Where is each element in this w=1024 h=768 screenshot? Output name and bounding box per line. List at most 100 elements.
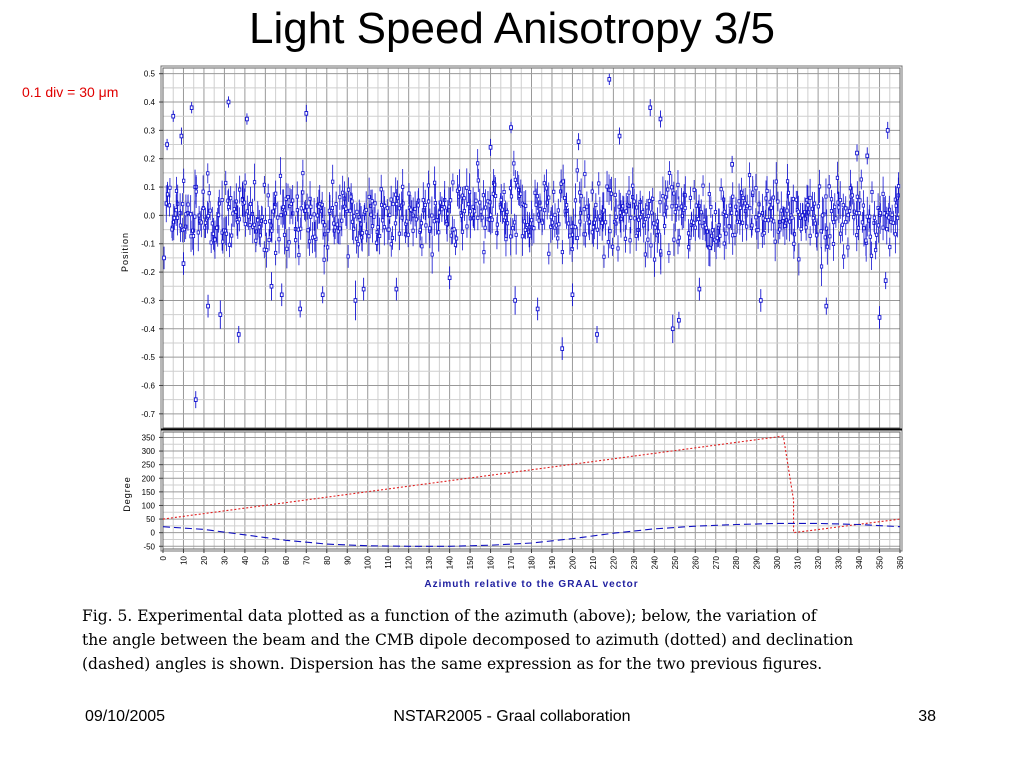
data-point	[420, 244, 424, 249]
data-point	[754, 215, 758, 220]
data-point	[760, 211, 765, 216]
data-point	[209, 240, 213, 245]
data-point	[824, 194, 828, 199]
data-point	[559, 189, 563, 194]
top-ytick-label: -0.4	[141, 325, 155, 334]
bottom-ytick-label: -50	[143, 542, 155, 551]
top-ylabel: Position	[120, 232, 130, 272]
data-point	[281, 205, 285, 210]
data-point	[658, 116, 663, 122]
data-point	[460, 229, 465, 234]
data-point	[493, 193, 498, 198]
bottom-ytick-label: 100	[142, 501, 156, 510]
bottom-ytick-label: 200	[142, 474, 156, 483]
data-point	[733, 232, 737, 237]
data-point	[238, 187, 242, 192]
data-point	[529, 218, 534, 223]
data-point	[369, 212, 373, 217]
data-point	[575, 236, 579, 241]
xtick-label: 340	[855, 555, 864, 569]
data-point	[692, 187, 696, 192]
data-point	[393, 221, 398, 226]
data-point	[632, 199, 636, 204]
data-point	[607, 77, 612, 82]
xtick-label: 10	[179, 555, 188, 564]
data-point	[498, 205, 503, 210]
data-point	[191, 234, 196, 239]
data-point	[263, 219, 267, 224]
data-point	[256, 218, 260, 223]
data-point	[312, 212, 316, 217]
data-point	[452, 227, 456, 232]
data-point	[661, 194, 665, 199]
data-point	[582, 207, 586, 212]
data-point	[397, 231, 402, 236]
data-point	[663, 224, 667, 229]
data-point	[379, 187, 383, 192]
data-point	[647, 198, 651, 203]
data-point	[831, 241, 836, 246]
data-point	[374, 240, 379, 245]
data-point	[468, 209, 472, 214]
data-point	[550, 220, 555, 225]
xtick-label: 210	[589, 555, 598, 569]
xtick-label: 280	[732, 555, 741, 569]
data-point	[718, 233, 722, 238]
data-point	[523, 227, 527, 232]
data-point	[864, 238, 868, 243]
data-point	[762, 231, 766, 236]
data-point	[848, 186, 852, 191]
data-point	[476, 178, 480, 183]
data-point	[877, 315, 882, 320]
data-point	[206, 303, 210, 309]
data-point	[274, 191, 278, 196]
data-point	[544, 186, 549, 191]
data-point	[509, 194, 514, 199]
data-point	[573, 225, 577, 230]
data-point	[893, 232, 897, 237]
data-point	[677, 206, 681, 211]
data-point	[388, 212, 392, 217]
data-point	[730, 210, 734, 215]
data-point	[774, 179, 778, 184]
data-point	[462, 209, 467, 214]
xtick-label: 0	[159, 555, 168, 560]
data-point	[846, 245, 850, 250]
data-point	[670, 185, 674, 190]
data-point	[631, 183, 635, 188]
bottom-ylabel: Degree	[122, 476, 132, 512]
data-point	[844, 220, 848, 225]
data-point	[338, 195, 342, 200]
data-point	[513, 298, 517, 303]
data-point	[619, 216, 623, 221]
data-point	[199, 220, 203, 225]
data-point	[869, 253, 874, 258]
data-point	[208, 208, 212, 213]
data-point	[719, 187, 723, 192]
data-point	[699, 210, 703, 215]
data-point	[734, 204, 738, 209]
data-point	[713, 210, 718, 215]
data-point	[483, 225, 487, 230]
data-point	[227, 242, 232, 247]
data-point	[887, 215, 891, 220]
data-point	[724, 231, 728, 236]
data-point	[505, 221, 510, 226]
data-point	[547, 251, 551, 256]
data-point	[859, 177, 863, 182]
data-point	[532, 226, 536, 231]
data-point	[608, 229, 612, 234]
data-point	[598, 214, 602, 219]
data-point	[419, 221, 424, 226]
data-point	[301, 190, 305, 195]
data-point	[702, 217, 706, 222]
bottom-ytick-label: 250	[142, 461, 156, 470]
xtick-label: 160	[487, 555, 496, 569]
data-point	[683, 206, 687, 211]
data-point	[670, 326, 675, 332]
data-point	[794, 197, 798, 202]
data-point	[737, 199, 741, 204]
data-point	[561, 179, 565, 184]
data-point	[360, 235, 364, 240]
data-point	[705, 229, 709, 234]
